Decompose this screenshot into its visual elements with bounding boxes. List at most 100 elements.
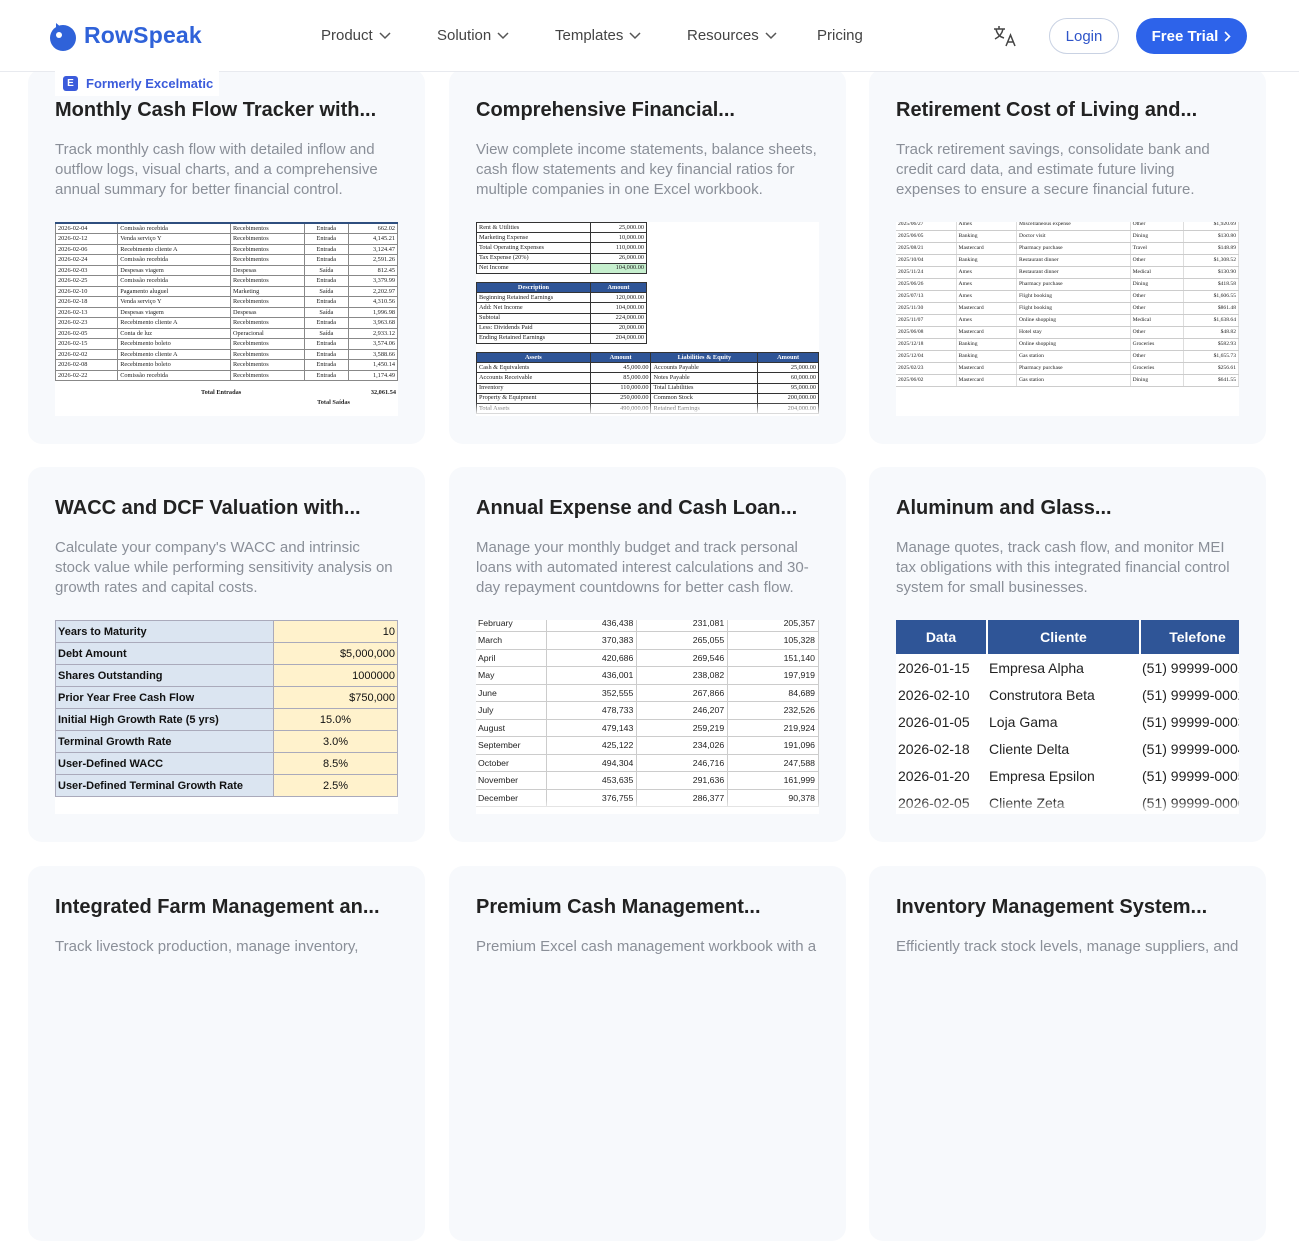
row: April 420,686 269,546 151,140	[476, 649, 819, 667]
row: May 436,001 238,082 197,919	[476, 666, 819, 685]
cell: Inventory	[476, 382, 591, 394]
cell: Pagamento aluguel	[117, 285, 231, 297]
template-card[interactable]: Integrated Farm Management an... Track li…	[28, 866, 425, 1241]
badge-icon: E	[63, 76, 78, 91]
cell: Flight booking	[1016, 302, 1131, 315]
cell: Pharmacy purchase	[1016, 242, 1131, 255]
cell: User-Defined WACC	[55, 752, 274, 775]
header-cell: Data	[896, 620, 988, 654]
cell: 370,383	[546, 631, 638, 650]
cell: 2026-02-05	[55, 327, 119, 339]
cell: Recebimentos	[229, 296, 305, 308]
cell: 490,000.00	[589, 402, 652, 415]
brand[interactable]: RowSpeak	[84, 22, 202, 48]
cell: 120,000.00	[590, 292, 647, 304]
header-cell: Amount	[589, 352, 652, 364]
cell: 2.5%	[273, 774, 398, 797]
cell: $1,638.64	[1183, 314, 1239, 327]
template-card[interactable]: Monthly Cash Flow Tracker with... Track m…	[28, 69, 425, 444]
cell: Notes Payable	[650, 372, 759, 384]
cell: 238,082	[636, 666, 729, 685]
cell: November	[476, 771, 547, 790]
row: 2026-02-05 Conta de luz Operacional Saída 2,…	[55, 327, 398, 339]
free-trial-button[interactable]: Free Trial	[1136, 18, 1247, 54]
cell: Total Liabilities	[650, 382, 759, 394]
cell: 4,145.21	[348, 233, 398, 245]
header-row: Description Amount	[476, 281, 647, 294]
template-card[interactable]: WACC and DCF Valuation with... Calculate …	[28, 467, 425, 842]
cell: 2025/08/21	[896, 242, 957, 255]
row: Marketing Expense 10,000.00	[476, 232, 647, 244]
cell: Venda serviço Y	[117, 233, 231, 245]
template-card[interactable]: Premium Cash Management... Premium Excel …	[449, 866, 846, 1241]
cell: 191,096	[727, 736, 819, 755]
row: Shares Outstanding 1000000	[55, 664, 398, 687]
row: Terminal Growth Rate 3.0%	[55, 730, 398, 753]
cell: 2025/06/27	[896, 222, 957, 231]
cell: 1000000	[273, 664, 398, 687]
cell: Operacional	[229, 327, 305, 339]
cell: 352,555	[546, 684, 638, 702]
template-card[interactable]: Annual Expense and Cash Loan... Manage yo…	[449, 467, 846, 842]
cell: Banking	[956, 350, 1017, 363]
cell: $1,655.73	[1183, 350, 1239, 363]
cell: 2026-01-15	[898, 659, 970, 676]
header-row: Assets Amount Liabilities & Equity Amount	[476, 352, 819, 364]
cell: Entrada	[303, 296, 350, 308]
cell: 3,379.99	[348, 275, 398, 287]
nav-label: Resources	[687, 27, 759, 44]
cell: Other	[1130, 222, 1185, 231]
cell: 494,304	[546, 754, 638, 772]
cell: Amex	[956, 278, 1017, 291]
cell: 2,591.26	[348, 254, 398, 266]
row: 2025/06/26 Amex Pharmacy purchase Dining $41…	[896, 278, 1239, 291]
row: 2026-02-25 Comissão recebida Recebimentos E…	[55, 275, 398, 287]
cell: 2025/12/04	[896, 350, 957, 363]
cell: Cash & Equivalents	[476, 362, 591, 374]
template-card[interactable]: Comprehensive Financial... View complete …	[449, 69, 846, 444]
row: 2025/07/13 Amex Flight booking Other $1,606.…	[896, 290, 1239, 303]
cell: 265,055	[636, 631, 729, 650]
cell: Entrada	[303, 243, 350, 255]
nav-item[interactable]: Templates	[555, 27, 641, 44]
cell: Recebimentos	[229, 233, 305, 245]
login-button[interactable]: Login	[1049, 18, 1119, 54]
row: 2025/12/18 Banking Online shopping Grocerie…	[896, 338, 1239, 351]
cell: $130.80	[1183, 230, 1239, 243]
cell: Pharmacy purchase	[1016, 362, 1131, 375]
template-card[interactable]: Retirement Cost of Living and... Track re…	[869, 69, 1266, 444]
language-icon[interactable]	[993, 25, 1017, 47]
nav-item[interactable]: Product	[321, 27, 391, 44]
cell: Recebimentos	[229, 222, 305, 234]
row: 2026-02-05 Cliente Zeta (51) 99999-0006	[896, 789, 1239, 814]
cell: $418.58	[1183, 278, 1239, 291]
row: 2025/06/27 Amex Miscellaneous expense Other…	[896, 222, 1239, 231]
cell: (51) 99999-0005	[1142, 767, 1239, 784]
cell: User-Defined Terminal Growth Rate	[55, 774, 274, 797]
preview-table: Assets Amount Liabilities & Equity Amount Ca…	[476, 352, 819, 415]
template-card[interactable]: Inventory Management System... Efficientl…	[869, 866, 1266, 1241]
cell: Despesas viagem	[117, 264, 231, 276]
logo-icon[interactable]	[47, 20, 79, 52]
row: Initial High Growth Rate (5 yrs) 15.0%	[55, 708, 398, 731]
row: September 425,122 234,026 191,096	[476, 736, 819, 755]
card-title: Retirement Cost of Living and...	[896, 99, 1198, 121]
template-card[interactable]: Aluminum and Glass... Manage quotes, trac…	[869, 467, 1266, 842]
row: 2025/02/23 Mastercard Pharmacy purchase Gro…	[896, 362, 1239, 375]
cell: Entrada	[303, 369, 350, 381]
cell: 2026-02-02	[55, 348, 119, 360]
card-description: View complete income statements, balance…	[476, 141, 817, 198]
cell: Marketing Expense	[476, 232, 591, 244]
preview-table: Rent & Utilities 25,000.00 Marketing Expen…	[476, 222, 647, 274]
cell: 219,924	[727, 719, 819, 737]
cell: 161,999	[727, 771, 819, 790]
nav-item[interactable]: Pricing	[817, 27, 863, 44]
nav-item[interactable]: Solution	[437, 27, 509, 44]
cell: March	[476, 631, 547, 650]
cell: 420,686	[546, 649, 638, 667]
nav-item[interactable]: Resources	[687, 27, 777, 44]
cell: 2026-02-13	[55, 306, 119, 318]
cell: Entrada	[303, 275, 350, 287]
card-description: Manage your monthly budget and track per…	[476, 539, 809, 596]
cell: February	[476, 620, 547, 632]
